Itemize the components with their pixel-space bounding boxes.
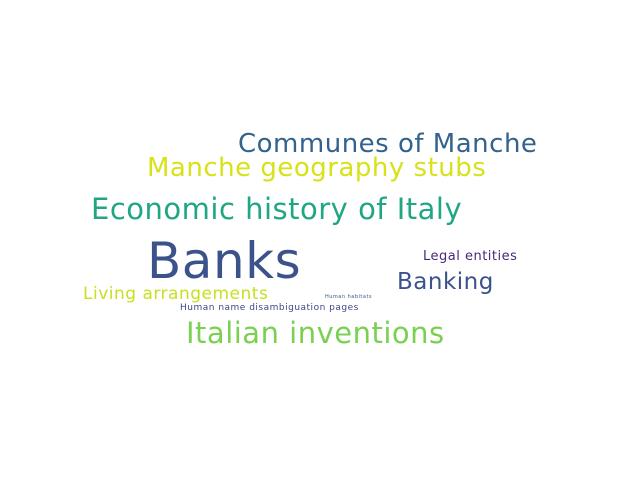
word-manche-geography-stubs: Manche geography stubs xyxy=(147,153,487,183)
word-legal-entities: Legal entities xyxy=(423,249,518,264)
word-economic-history-of-italy: Economic history of Italy xyxy=(91,192,463,226)
word-human-name-disambiguation-pages: Human name disambiguation pages xyxy=(180,303,359,313)
word-human-habitats: Human habitats xyxy=(325,294,373,300)
word-italian-inventions: Italian inventions xyxy=(186,316,445,350)
word-banks: Banks xyxy=(147,232,302,290)
word-living-arrangements: Living arrangements xyxy=(83,284,269,304)
word-communes-of-manche: Communes of Manche xyxy=(238,129,538,159)
word-banking: Banking xyxy=(397,269,494,295)
